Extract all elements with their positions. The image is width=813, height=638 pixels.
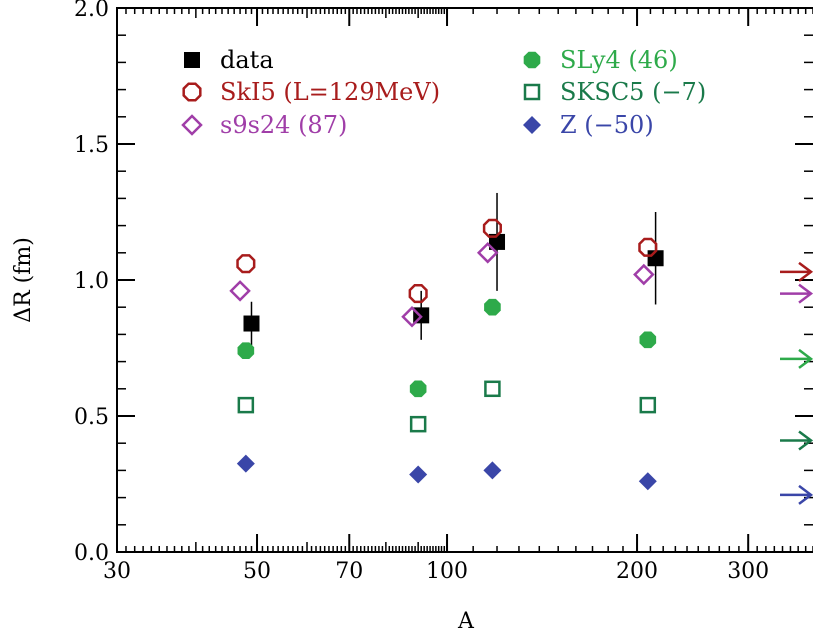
marker-sksc5-7 bbox=[237, 396, 255, 414]
legend-marker-sksc5-7 bbox=[523, 83, 541, 101]
marker-sksc5-7 bbox=[639, 396, 657, 414]
marker-ski5-l-129mev bbox=[638, 237, 658, 257]
marker-data bbox=[243, 315, 260, 332]
x-tick-label: 30 bbox=[103, 559, 131, 584]
legend-label-sksc5-7: SKSC5 (−7) bbox=[560, 78, 706, 106]
legend-label-z-50: Z (−50) bbox=[560, 111, 654, 139]
marker-z-50 bbox=[409, 465, 428, 484]
y-tick-label: 1.0 bbox=[74, 269, 109, 294]
x-tick-label: 100 bbox=[426, 559, 468, 584]
marker-s9s24-87 bbox=[476, 242, 499, 264]
marker-sksc5-7 bbox=[484, 380, 501, 398]
limit-arrow-head-ski5-l-129mev bbox=[798, 261, 813, 282]
tick-labels: 30 50 70 100 200 300 0.0 0.5 1.0 1.5 2.0 bbox=[74, 0, 769, 584]
marker-sly4-46 bbox=[409, 380, 427, 398]
legend-label-s9s24-87: s9s24 (87) bbox=[220, 111, 347, 139]
marker-sly4-46 bbox=[639, 331, 657, 349]
legend-marker-ski5-l-129mev bbox=[182, 82, 202, 102]
marker-sly4-46 bbox=[237, 342, 255, 360]
legend-marker-z-50 bbox=[523, 116, 541, 134]
legend-marker-data bbox=[184, 52, 200, 68]
x-axis-label: A bbox=[457, 609, 475, 634]
legend-marker-s9s24-87 bbox=[181, 114, 203, 136]
marker-sksc5-7 bbox=[409, 415, 427, 433]
axis-ticks bbox=[116, 7, 813, 553]
legend-label-sly4-46: SLy4 (46) bbox=[560, 46, 678, 74]
legend-label-ski5-l-129mev: SkI5 (L=129MeV) bbox=[220, 78, 440, 106]
marker-z-50 bbox=[483, 461, 502, 480]
x-tick-label: 200 bbox=[616, 559, 658, 584]
marker-ski5-l-129mev bbox=[408, 284, 428, 304]
y-tick-label: 0.0 bbox=[74, 541, 109, 566]
marker-z-50 bbox=[236, 454, 255, 473]
limit-arrow-head-s9s24-87 bbox=[798, 283, 813, 304]
legend-label-data: data bbox=[220, 46, 274, 74]
marker-sly4-46 bbox=[484, 298, 501, 316]
limit-arrow-head-z-50 bbox=[798, 484, 813, 505]
x-tick-label: 300 bbox=[727, 559, 769, 584]
legend: data SkI5 (L=129MeV) s9s24 (87) SLy4 (46) SK… bbox=[181, 46, 706, 139]
marker-ski5-l-129mev bbox=[236, 254, 256, 274]
x-tick-label: 70 bbox=[335, 559, 363, 584]
y-tick-label: 0.5 bbox=[74, 405, 109, 430]
y-tick-label: 1.5 bbox=[74, 133, 109, 158]
marker-s9s24-87 bbox=[633, 263, 655, 286]
error-bars bbox=[250, 192, 657, 346]
marker-ski5-l-129mev bbox=[482, 218, 502, 238]
limit-arrow-head-sksc5-7 bbox=[798, 430, 813, 451]
y-axis-label: ΔR (fm) bbox=[11, 237, 36, 323]
data-markers bbox=[229, 218, 664, 491]
limit-arrows bbox=[780, 261, 813, 505]
marker-s9s24-87 bbox=[229, 280, 251, 302]
legend-marker-sly4-46 bbox=[523, 51, 541, 69]
marker-data bbox=[489, 233, 506, 250]
marker-z-50 bbox=[638, 472, 657, 491]
x-tick-label: 50 bbox=[243, 559, 271, 584]
y-tick-label: 2.0 bbox=[74, 0, 109, 22]
limit-arrow-head-sly4-46 bbox=[798, 348, 813, 369]
marker-s9s24-87 bbox=[401, 305, 423, 328]
